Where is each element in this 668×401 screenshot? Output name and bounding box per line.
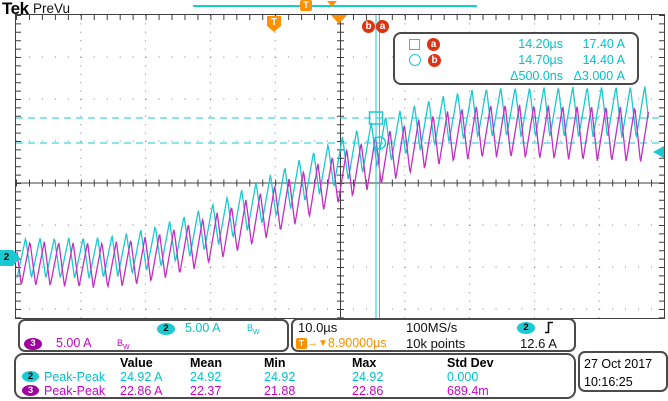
date-label: 27 Oct 2017: [584, 357, 653, 371]
meas-row2-min: 21.88: [264, 384, 296, 398]
ch2-bandwidth-icon: BW: [247, 323, 260, 336]
trigger-tri-icon: ▼: [318, 337, 328, 349]
tek-logo: Tek: [2, 0, 29, 18]
col-header-min: Min: [264, 356, 286, 370]
record-length: 10k points: [406, 336, 466, 351]
cursor-b-circle-icon: [409, 54, 421, 66]
ch2-ground-label: 2: [0, 250, 13, 266]
datetime-box: 27 Oct 2017 10:16:25: [578, 351, 668, 392]
meas-row1-badge: 2: [22, 371, 39, 382]
meas-row1-name: Peak-Peak: [44, 370, 106, 384]
channel-readout-box[interactable]: 2 5.00 A BW 3 5.00 A BW: [18, 319, 289, 352]
ch2-ground-marker[interactable]: 2: [0, 250, 20, 266]
expansion-point-icon: [327, 1, 337, 7]
horizontal-trigger-box[interactable]: 10.0µs T → ▼ 8.90000µs 100MS/s 10k point…: [291, 318, 576, 352]
cursor-delta-time: Δ500.0ns: [510, 69, 563, 83]
ch2-ground-arrow-icon: [13, 250, 20, 266]
ch3-scale[interactable]: 5.00 A: [56, 336, 92, 350]
cursor-b-amplitude: 14.40 A: [582, 53, 625, 67]
col-header-stddev: Std Dev: [447, 356, 494, 370]
cursor-readout-box: a 14.20µs 17.40 A b 14.70µs 14.40 A Δ500…: [393, 32, 639, 85]
ch2-badge[interactable]: 2: [157, 323, 175, 335]
cursor-delta-amplitude: Δ3.000 A: [573, 69, 625, 83]
meas-row1-min: 24.92: [264, 370, 296, 384]
trigger-level-value[interactable]: 12.6 A: [520, 336, 557, 351]
meas-row1-stddev: 0.000: [447, 370, 479, 384]
meas-row2-name: Peak-Peak: [44, 384, 106, 398]
cursor-a-badge-small: a: [427, 37, 440, 51]
meas-row1-value: 24.92 A: [120, 370, 163, 384]
time-label: 10:16:25: [584, 375, 633, 389]
trigger-t-icon: T: [296, 337, 307, 349]
acquisition-status: PreVu: [33, 1, 71, 16]
cursor-a-square-marker[interactable]: [368, 111, 384, 125]
ch2-scale[interactable]: 5.00 A: [185, 321, 221, 335]
cursor-a-row: a 14.20µs 17.40 A: [409, 36, 637, 52]
cursor-a-time: 14.20µs: [518, 37, 563, 51]
meas-row1-mean: 24.92: [190, 370, 222, 384]
sample-rate: 100MS/s: [406, 320, 458, 335]
trigger-slope-rising-icon: [545, 321, 553, 334]
cursor-b-row: b 14.70µs 14.40 A: [409, 52, 637, 68]
horizontal-scale[interactable]: 10.0µs: [298, 320, 338, 335]
meas-row2-stddev: 689.4m: [447, 384, 489, 398]
record-trigger-marker[interactable]: T: [300, 0, 312, 11]
col-header-mean: Mean: [190, 356, 222, 370]
cursor-a-amplitude: 17.40 A: [582, 37, 625, 51]
cursor-a-square-icon: [409, 38, 420, 50]
meas-row2-badge: 3: [22, 385, 39, 396]
meas-row2-max: 22.86: [352, 384, 384, 398]
ch3-badge[interactable]: 3: [24, 338, 42, 350]
ch3-bandwidth-icon: BW: [117, 338, 130, 351]
trigger-position-value: 8.90000µs: [327, 336, 387, 350]
cursor-b-badge-small: b: [428, 53, 441, 67]
measurement-table: Value Mean Min Max Std Dev 2 Peak-Peak 2…: [14, 353, 576, 399]
cursor-b-badge[interactable]: b: [362, 20, 375, 33]
meas-row2-mean: 22.37: [190, 384, 222, 398]
meas-row2-value: 22.86 A: [120, 384, 163, 398]
meas-row1-max: 24.92: [352, 370, 384, 384]
trigger-position-icon[interactable]: [331, 15, 347, 24]
trigger-level-flag[interactable]: T: [267, 16, 281, 32]
trigger-source-badge[interactable]: 2: [517, 322, 535, 334]
cursor-b-circle-marker[interactable]: [372, 136, 387, 150]
cursor-a-badge[interactable]: a: [376, 20, 389, 33]
cursor-b-time: 14.70µs: [518, 53, 563, 67]
arrow-icon: →: [307, 337, 318, 349]
trigger-level-arrow-icon[interactable]: [653, 146, 664, 158]
col-header-value: Value: [120, 356, 153, 370]
cursor-delta-row: Δ500.0ns Δ3.000 A: [409, 68, 637, 84]
ch3-trace: [16, 104, 650, 289]
trigger-position-readout: T → ▼ 8.90000µs: [296, 336, 387, 350]
ch2-trace: [16, 86, 650, 279]
col-header-max: Max: [352, 356, 377, 370]
